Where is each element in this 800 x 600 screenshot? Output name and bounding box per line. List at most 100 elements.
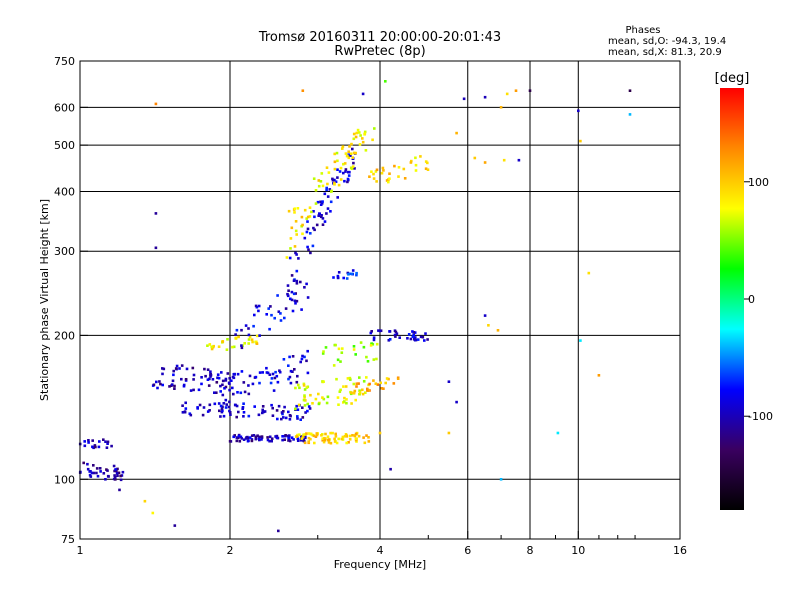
data-point xyxy=(350,402,353,405)
data-point xyxy=(412,333,415,337)
data-point xyxy=(344,170,347,173)
data-point xyxy=(324,432,327,436)
data-point xyxy=(289,237,293,240)
data-point xyxy=(266,438,270,442)
y-axis-label: Stationary phase Virtual Height [km] xyxy=(38,199,51,401)
data-point xyxy=(312,177,316,180)
data-point xyxy=(284,434,287,437)
data-point xyxy=(334,180,338,183)
data-point xyxy=(287,438,291,442)
data-point xyxy=(320,202,324,205)
data-point xyxy=(426,161,429,165)
data-point xyxy=(222,414,226,418)
data-point xyxy=(248,436,252,439)
data-point xyxy=(380,171,384,175)
data-point xyxy=(514,89,518,92)
data-point xyxy=(295,279,299,283)
data-point xyxy=(312,226,315,230)
data-point xyxy=(227,381,231,385)
data-point xyxy=(247,338,251,341)
data-point xyxy=(409,161,413,164)
data-point xyxy=(184,378,188,381)
data-point xyxy=(411,335,415,338)
data-point xyxy=(363,132,367,135)
data-point xyxy=(254,304,258,308)
data-point xyxy=(244,324,248,327)
data-point xyxy=(281,412,284,416)
data-point xyxy=(277,310,281,313)
data-point xyxy=(321,439,324,442)
data-point xyxy=(260,436,264,439)
data-point xyxy=(337,403,340,406)
data-point xyxy=(296,415,299,418)
data-point xyxy=(352,161,355,165)
data-point xyxy=(117,471,121,475)
colorbar-label: [deg] xyxy=(715,71,750,86)
data-point xyxy=(98,440,101,443)
data-point xyxy=(206,368,210,371)
data-point xyxy=(330,189,333,193)
data-point xyxy=(290,436,294,439)
data-point xyxy=(158,380,161,383)
data-point xyxy=(361,92,365,96)
data-point xyxy=(345,434,348,437)
data-point xyxy=(294,302,297,305)
data-point xyxy=(407,333,411,336)
data-point xyxy=(283,438,286,441)
data-point xyxy=(296,417,299,420)
data-point xyxy=(226,338,229,341)
data-point xyxy=(421,335,425,339)
data-point xyxy=(312,434,316,438)
data-point xyxy=(361,392,365,396)
data-point xyxy=(345,398,348,401)
data-point xyxy=(367,436,370,439)
data-point xyxy=(377,329,380,332)
data-point xyxy=(314,189,318,192)
data-point xyxy=(247,414,251,418)
data-point xyxy=(289,414,292,418)
data-point xyxy=(113,474,116,477)
data-point xyxy=(462,97,466,101)
data-point xyxy=(306,402,309,406)
data-point xyxy=(308,206,312,209)
data-point xyxy=(369,331,373,335)
data-point xyxy=(181,404,184,407)
data-point xyxy=(343,396,346,400)
data-point xyxy=(95,471,98,475)
data-point xyxy=(303,388,307,391)
data-point xyxy=(312,210,315,213)
data-point xyxy=(376,383,380,386)
data-point xyxy=(337,183,341,187)
data-point xyxy=(189,389,193,392)
data-point xyxy=(372,172,375,176)
data-point xyxy=(340,351,344,354)
data-point xyxy=(326,182,329,186)
data-point xyxy=(293,368,296,371)
data-point xyxy=(309,393,312,397)
data-point xyxy=(326,395,330,399)
data-point xyxy=(272,389,276,392)
data-point xyxy=(349,166,353,170)
data-point xyxy=(496,329,500,332)
data-point xyxy=(347,150,350,153)
data-point xyxy=(289,381,293,385)
data-point xyxy=(343,400,346,403)
data-point xyxy=(268,327,271,331)
data-point xyxy=(336,358,340,362)
data-point xyxy=(325,166,329,169)
data-point xyxy=(228,440,232,443)
x-tick-label: 4 xyxy=(377,544,384,557)
data-point xyxy=(414,156,417,160)
data-point xyxy=(358,131,361,134)
data-point xyxy=(348,376,352,380)
data-point xyxy=(345,154,349,158)
data-point xyxy=(96,474,100,478)
data-point xyxy=(82,461,85,465)
data-point xyxy=(294,251,297,255)
data-point xyxy=(104,440,107,443)
data-point xyxy=(188,412,192,415)
data-point xyxy=(242,402,245,405)
data-point xyxy=(307,248,310,251)
data-point xyxy=(293,245,297,248)
data-point xyxy=(305,230,309,234)
